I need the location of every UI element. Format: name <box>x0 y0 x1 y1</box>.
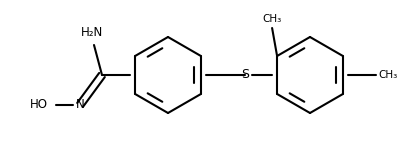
Text: HO: HO <box>30 99 48 111</box>
Text: CH₃: CH₃ <box>378 70 397 80</box>
Text: S: S <box>241 69 249 81</box>
Text: N: N <box>76 99 84 111</box>
Text: CH₃: CH₃ <box>262 14 282 24</box>
Text: H₂N: H₂N <box>81 26 103 39</box>
